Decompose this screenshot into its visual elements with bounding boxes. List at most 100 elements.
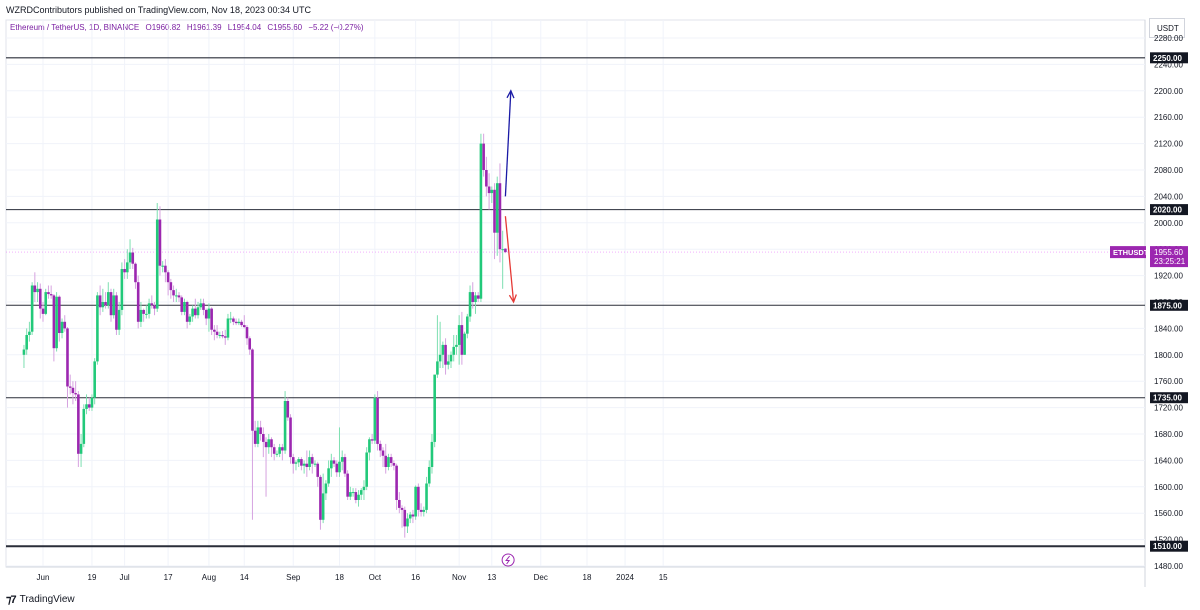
legend-symbol[interactable]: Ethereum / TetherUS, 1D, BINANCE bbox=[10, 23, 140, 32]
price-tick-label: 2160.00 bbox=[1154, 113, 1183, 122]
candle-body bbox=[237, 321, 241, 324]
candle-body bbox=[52, 295, 56, 349]
candle-body bbox=[422, 509, 426, 512]
candle-body bbox=[476, 295, 480, 299]
candle-body bbox=[460, 325, 464, 355]
level-price-tag bbox=[1150, 204, 1188, 216]
candle-body bbox=[55, 296, 58, 349]
candle-body bbox=[308, 457, 311, 467]
candles bbox=[22, 133, 507, 538]
currency-box[interactable] bbox=[1149, 18, 1185, 38]
candle-body bbox=[98, 295, 102, 308]
candle-body bbox=[22, 349, 26, 355]
lightning-bolt bbox=[505, 555, 511, 565]
price-tick-label: 2040.00 bbox=[1154, 192, 1183, 201]
candle-body bbox=[384, 455, 388, 467]
candle-body bbox=[330, 460, 333, 469]
price-tick-label: 1600.00 bbox=[1154, 483, 1183, 492]
candle-body bbox=[41, 308, 45, 314]
candle-body bbox=[63, 321, 67, 329]
candle-body bbox=[213, 329, 216, 332]
time-tick-label: Aug bbox=[202, 573, 216, 582]
legend-open: O1960.82 bbox=[145, 23, 181, 32]
candle-body bbox=[185, 302, 189, 322]
candle-body bbox=[166, 272, 170, 283]
candle-body bbox=[392, 463, 396, 466]
candle-body bbox=[501, 249, 504, 251]
symbol-tag-label: ETHUSDT bbox=[1113, 248, 1149, 257]
price-tick-label: 2000.00 bbox=[1154, 219, 1183, 228]
candle-body bbox=[226, 318, 230, 338]
brand-label: TradingView bbox=[19, 594, 75, 605]
candle-body bbox=[406, 518, 409, 527]
price-tick-label: 2240.00 bbox=[1154, 60, 1183, 69]
symbol-tag bbox=[1110, 246, 1146, 259]
candle-body bbox=[338, 461, 341, 473]
candle-body bbox=[234, 321, 238, 324]
candle-body bbox=[158, 219, 162, 266]
candle-body bbox=[310, 457, 314, 464]
candle-body bbox=[324, 483, 328, 494]
candle-body bbox=[147, 303, 151, 314]
candle-body bbox=[262, 434, 265, 442]
candle-body bbox=[172, 290, 175, 296]
grid-lines bbox=[5, 19, 1146, 587]
candle-body bbox=[245, 327, 249, 339]
candle-body bbox=[210, 308, 213, 330]
candle-body bbox=[343, 457, 347, 474]
candle-body bbox=[128, 252, 132, 263]
time-tick-label: 16 bbox=[411, 573, 420, 582]
candle-body bbox=[444, 344, 447, 365]
candle-body bbox=[495, 183, 499, 233]
candle-body bbox=[362, 486, 366, 491]
time-tick-label: 2024 bbox=[616, 573, 634, 582]
candle-body bbox=[177, 295, 181, 298]
candle-body bbox=[79, 443, 83, 454]
countdown-label: 23:25:21 bbox=[1154, 257, 1186, 266]
candle-body bbox=[487, 186, 491, 194]
currency-label[interactable]: USDT bbox=[1157, 24, 1179, 33]
annotation-arrows bbox=[504, 89, 517, 304]
candle-body bbox=[504, 248, 507, 253]
candle-body bbox=[449, 354, 453, 362]
candle-body bbox=[123, 269, 126, 273]
price-tick-label: 2200.00 bbox=[1154, 87, 1183, 96]
candle-body bbox=[270, 439, 273, 448]
candle-body bbox=[164, 265, 167, 273]
candle-body bbox=[436, 361, 439, 375]
candle-body bbox=[357, 494, 360, 500]
candle-body bbox=[82, 408, 86, 444]
candle-body bbox=[155, 219, 159, 309]
candle-body bbox=[313, 463, 317, 465]
candle-body bbox=[101, 302, 105, 308]
candle-body bbox=[381, 450, 385, 456]
candle-body bbox=[400, 507, 404, 510]
bullish-arrow bbox=[504, 90, 512, 197]
bullish-arrow-head bbox=[506, 89, 515, 99]
price-tick-label: 1480.00 bbox=[1154, 562, 1183, 571]
candle-body bbox=[38, 288, 42, 309]
legend-change: −5.22 (−0.27%) bbox=[308, 23, 364, 32]
candle-body bbox=[240, 321, 243, 326]
level-price-tag bbox=[1150, 540, 1188, 552]
candle-body bbox=[471, 292, 475, 302]
candle-body bbox=[368, 439, 371, 453]
time-tick-label: Dec bbox=[534, 573, 548, 582]
tradingview-logo[interactable]: ⁊7 TradingView bbox=[6, 593, 75, 606]
time-tick-label: Sep bbox=[286, 573, 301, 582]
candle-body bbox=[248, 338, 252, 350]
candle-body bbox=[134, 263, 137, 283]
candle-body bbox=[463, 333, 466, 355]
price-tags: 2250.00 2020.00 1875.00 1735.00 1510.00 ETHUS… bbox=[501, 52, 1188, 567]
candle-body bbox=[419, 509, 423, 512]
candle-body bbox=[387, 457, 390, 467]
current-price-tag bbox=[1150, 246, 1188, 268]
candle-body bbox=[286, 401, 290, 418]
candle-body bbox=[68, 386, 72, 388]
time-tick-label: 19 bbox=[88, 573, 97, 582]
tradingview-logo-icon: ⁊7 bbox=[6, 594, 17, 606]
candle-body bbox=[60, 321, 64, 334]
time-tick-label: Oct bbox=[369, 573, 382, 582]
price-tick-label: 1760.00 bbox=[1154, 377, 1183, 386]
